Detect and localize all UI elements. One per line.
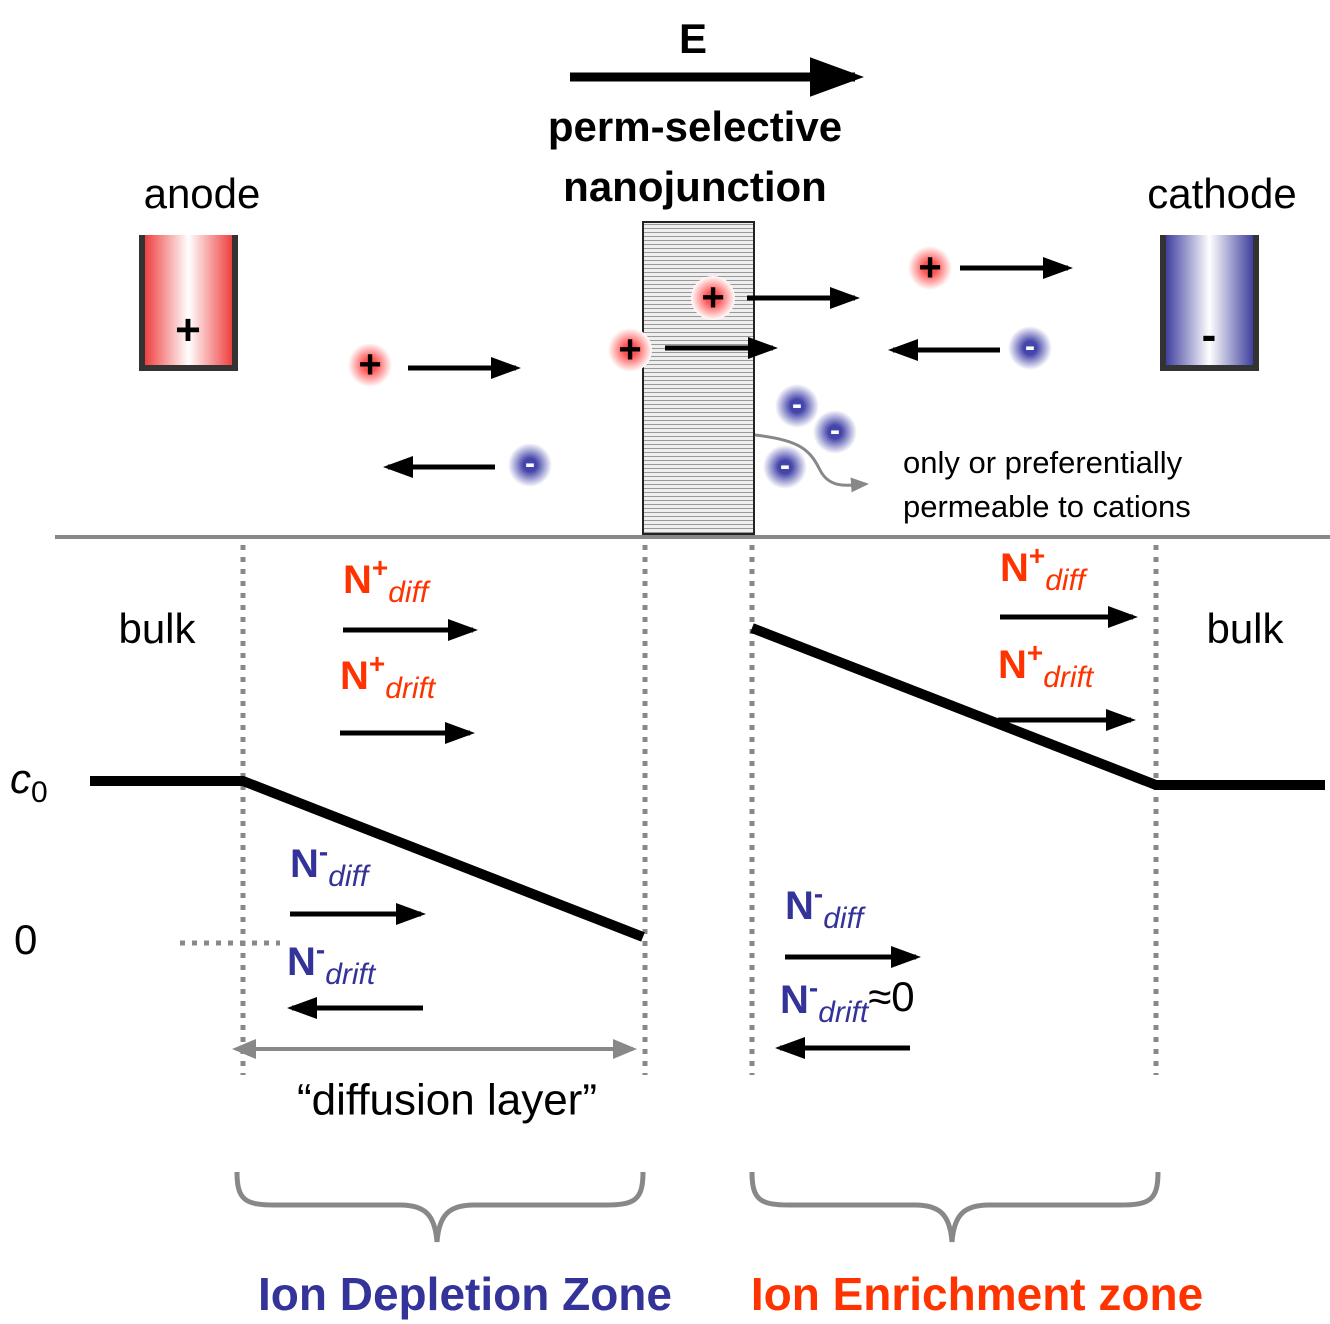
flux-charge: + <box>1029 540 1045 571</box>
cathode-outline <box>1160 235 1259 371</box>
anion-sign: - <box>830 414 840 447</box>
c0-symbol: c <box>10 755 31 802</box>
flux-sub: drift <box>325 958 377 991</box>
anode <box>142 235 235 368</box>
cations: + + + + <box>348 246 952 387</box>
anode-sign: + <box>175 306 201 355</box>
flux-sub: diff <box>328 860 371 893</box>
flux-charge: - <box>814 878 823 909</box>
cation <box>608 328 652 372</box>
flux-charge: - <box>809 972 818 1003</box>
flux-label: N+diff <box>1000 540 1088 597</box>
flux-sub: drift <box>818 996 870 1029</box>
flux-charge: - <box>319 836 328 867</box>
anion <box>508 443 552 487</box>
anion-sign: - <box>1025 330 1035 363</box>
flux-label: N+drift <box>340 648 437 705</box>
anion-sign: - <box>525 447 535 480</box>
anion-sign: - <box>792 388 802 421</box>
bulk-label: bulk <box>118 605 196 652</box>
flux-charge: - <box>316 934 325 965</box>
anion-sign: - <box>780 449 790 482</box>
junction-title: perm-selective <box>548 103 842 150</box>
cathode-sign: - <box>1202 311 1217 360</box>
flux-sub: drift <box>385 672 437 705</box>
bulk-label: bulk <box>1206 605 1284 652</box>
flux-label: N+drift <box>998 637 1095 694</box>
flux-sub: diff <box>388 576 431 609</box>
flux-symbol: N <box>343 558 372 602</box>
concentration-profile <box>90 776 645 942</box>
cation-sign: + <box>918 246 941 290</box>
concentration-profile <box>750 623 1325 790</box>
nanojunction <box>642 221 755 535</box>
flux-charge: + <box>372 552 388 583</box>
anode-label: anode <box>144 170 261 217</box>
flux-suffix: ≈0 <box>868 973 914 1020</box>
flux-charge: + <box>1027 637 1043 668</box>
flux-symbol: N <box>998 643 1027 687</box>
c0-label: c0 <box>10 755 48 809</box>
diffusion-layer-label: “diffusion layer” <box>297 1076 597 1125</box>
flux-label: N-drift≈0 <box>780 972 915 1029</box>
anion <box>775 384 819 428</box>
flux-symbol: N <box>340 654 369 698</box>
field-label: E <box>679 15 707 62</box>
note: permeable to cations <box>903 489 1191 524</box>
zone-label: Ion Depletion Zone <box>258 1268 672 1320</box>
ion-arrows <box>383 257 1073 478</box>
flux-label: N-diff <box>290 836 371 893</box>
flux-symbol: N <box>290 842 319 886</box>
flux-arrows <box>287 606 1138 1059</box>
rejection-arrow <box>754 433 869 493</box>
flux-symbol: N <box>287 940 316 984</box>
flux-label: N+diff <box>343 552 431 609</box>
flux-label: N-drift <box>287 934 377 991</box>
cation-sign: + <box>701 276 724 320</box>
cathode-label: cathode <box>1147 170 1296 217</box>
anode-outline <box>139 235 238 371</box>
anion <box>1008 326 1052 370</box>
flux-symbol: N <box>780 978 809 1022</box>
flux-sub: diff <box>1045 564 1088 597</box>
flux-sub: diff <box>823 902 866 935</box>
flux-charge: + <box>369 648 385 679</box>
anion <box>763 445 807 489</box>
c0-sub: 0 <box>31 776 48 809</box>
flux-sub: drift <box>1043 661 1095 694</box>
cation <box>348 343 392 387</box>
zero-label: 0 <box>14 916 37 963</box>
junction-title: nanojunction <box>563 163 827 210</box>
cation-sign: + <box>618 328 641 372</box>
flux-label: N-diff <box>785 878 866 935</box>
cathode <box>1163 235 1256 368</box>
brace <box>234 1171 646 1243</box>
cation <box>908 246 952 290</box>
anions: - - - - - <box>508 326 1052 489</box>
note: only or preferentially <box>903 445 1183 480</box>
cation-sign: + <box>358 343 381 387</box>
zone-label: Ion Enrichment zone <box>751 1268 1203 1320</box>
cation <box>691 276 735 320</box>
flux-symbol: N <box>1000 546 1029 590</box>
anion <box>813 410 857 454</box>
brace <box>749 1171 1161 1243</box>
flux-symbol: N <box>785 884 814 928</box>
